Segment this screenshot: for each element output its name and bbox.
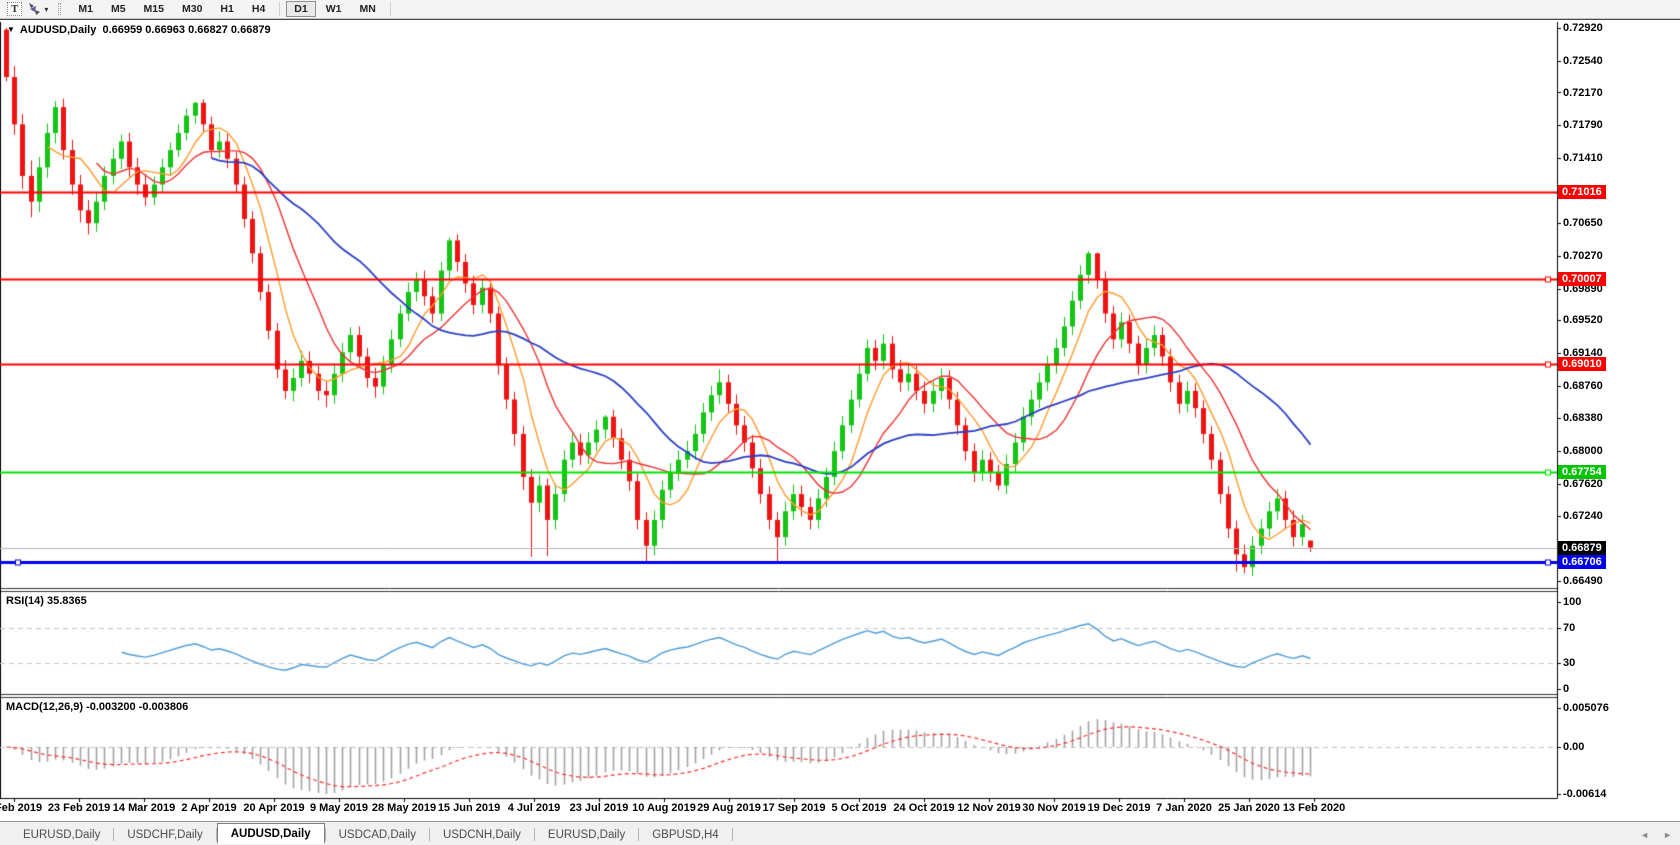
timeframe-button-mn[interactable]: MN: [359, 3, 376, 15]
price-axis-tick: 0.69140: [1563, 347, 1603, 360]
tab-divider: [533, 828, 535, 841]
chart-tab-usdcad-daily[interactable]: USDCAD,Daily: [338, 828, 416, 841]
price-axis-tick: 0.69890: [1563, 282, 1603, 295]
tab-divider: [113, 828, 115, 841]
toolbar-grip: [58, 3, 62, 15]
timeframe-button-d1[interactable]: D1: [286, 1, 316, 17]
toolbar-separator: [279, 2, 281, 16]
price-axis-tick: 0.72170: [1563, 86, 1603, 99]
price-line-badge[interactable]: 0.69010: [1558, 357, 1606, 372]
text-tool-icon: T: [7, 2, 23, 16]
price-axis-tick: 0.70270: [1563, 249, 1603, 262]
date-axis-label: 23 Jul 2019: [569, 802, 629, 814]
price-line-badge[interactable]: 0.66879: [1558, 540, 1606, 555]
price-axis-tick: 0.67240: [1563, 510, 1603, 523]
price-axis-tick: 0.66490: [1563, 574, 1603, 587]
text-tool-button[interactable]: T: [7, 2, 23, 16]
tab-divider: [731, 828, 733, 841]
top-toolbar: T ▾ M1 M5 M15 M30 H1 H4 D1 W1 MN: [0, 0, 1680, 19]
price-axis-tick: 0.72540: [1563, 54, 1603, 67]
price-line-badge[interactable]: 0.66706: [1558, 555, 1606, 570]
price-axis-tick: 0.70650: [1563, 217, 1603, 230]
chart-ohlc-values: 0.66959 0.66963 0.66827 0.66879: [102, 24, 271, 36]
date-axis-label: 15 Jun 2019: [437, 802, 501, 814]
chart-tab-bar: EURUSD,Daily USDCHF,Daily AUDUSD,Daily USDC…: [0, 821, 1680, 845]
macd-axis-tick: -0.00614: [1563, 788, 1607, 800]
price-axis-tick: 0.71790: [1563, 119, 1603, 132]
chart-window: ▼ AUDUSD,Daily 0.66959 0.66963 0.66827 0.…: [0, 19, 1680, 821]
chevron-down-icon: ▾: [44, 4, 49, 14]
price-line-badge[interactable]: 0.70007: [1558, 271, 1606, 286]
price-axis-tick: 0.68380: [1563, 412, 1603, 425]
macd-axis-tick: 0.005076: [1563, 702, 1609, 714]
rsi-axis-tick: 0: [1563, 683, 1570, 695]
rsi-axis-tick: 30: [1563, 656, 1576, 669]
date-axis-label: 10 Aug 2019: [632, 802, 696, 814]
toolbar-separator: [389, 2, 391, 16]
tab-divider: [638, 828, 640, 841]
chart-canvas[interactable]: [0, 20, 1680, 821]
date-axis-label: 29 Aug 2019: [697, 802, 761, 814]
price-axis-tick: 0.72920: [1563, 22, 1603, 34]
date-axis-label: 5 Oct 2019: [831, 802, 887, 814]
date-axis-label: 25 Jan 2020: [1218, 802, 1280, 814]
tab-divider: [428, 828, 430, 841]
rsi-indicator-label: RSI(14) 35.8365: [6, 595, 87, 607]
price-axis-tick: 0.68760: [1563, 379, 1603, 392]
date-axis-label: 17 Sep 2019: [762, 802, 826, 814]
chart-title: ▼ AUDUSD,Daily 0.66959 0.66963 0.66827 0.…: [7, 24, 271, 36]
chart-symbol-label: AUDUSD,Daily: [19, 24, 97, 36]
price-axis-tick: 0.68000: [1563, 445, 1603, 458]
date-axis-label: 9 May 2019: [309, 802, 369, 814]
price-axis-tick: 0.71410: [1563, 151, 1603, 164]
arrows-tool-icon: [29, 3, 41, 15]
macd-axis-tick: 0.00: [1563, 741, 1585, 753]
timeframe-button-m1[interactable]: M1: [78, 3, 93, 15]
date-axis-label: 23 Feb 2019: [47, 802, 111, 814]
rsi-axis-tick: 100: [1563, 596, 1582, 608]
macd-indicator-label: MACD(12,26,9) -0.003200 -0.003806: [6, 701, 189, 713]
chart-tab-usdchf-daily[interactable]: USDCHF,Daily: [127, 828, 203, 841]
timeframe-button-m30[interactable]: M30: [181, 3, 203, 15]
date-axis-label: 4 Jul 2019: [507, 802, 561, 814]
price-line-badge[interactable]: 0.67754: [1558, 465, 1606, 480]
date-axis-label: 14 Mar 2019: [112, 802, 176, 814]
timeframe-button-w1[interactable]: W1: [325, 3, 342, 15]
tab-divider: [215, 828, 217, 841]
price-axis-tick: 0.67620: [1563, 477, 1603, 490]
date-axis-label: 2 Apr 2019: [181, 802, 237, 814]
scroll-left-icon[interactable]: ◄: [1640, 829, 1650, 840]
date-axis-label: 24 Oct 2019: [893, 802, 955, 814]
tab-divider: [324, 828, 326, 841]
date-axis-label: 28 May 2019: [371, 802, 437, 814]
timeframe-button-h1[interactable]: H1: [220, 3, 234, 15]
chart-tab-usdcnh-daily[interactable]: USDCNH,Daily: [442, 828, 521, 841]
chart-tab-audusd-daily[interactable]: AUDUSD,Daily: [216, 823, 325, 844]
objects-dropdown-button[interactable]: ▾: [26, 2, 48, 16]
price-line-badge[interactable]: 0.71016: [1558, 184, 1606, 199]
date-axis-label: 12 Nov 2019: [957, 802, 1021, 814]
date-axis-label: 7 Jan 2020: [1156, 802, 1212, 814]
timeframe-button-m15[interactable]: M15: [143, 3, 164, 15]
date-axis-label: 19 Dec 2019: [1087, 802, 1151, 814]
date-axis-label: 30 Nov 2019: [1022, 802, 1086, 814]
timeframe-button-h4[interactable]: H4: [251, 3, 266, 15]
price-axis-tick: 0.69520: [1563, 314, 1603, 327]
timeframe-button-m5[interactable]: M5: [110, 3, 126, 15]
chart-tab-gbpusd-h4[interactable]: GBPUSD,H4: [652, 828, 719, 841]
date-axis-label: 20 Apr 2019: [243, 802, 305, 814]
date-axis-label: 5 Feb 2019: [0, 802, 43, 814]
chart-tab-eurusd-daily[interactable]: EURUSD,Daily: [547, 828, 626, 841]
date-axis-label: 13 Feb 2020: [1282, 802, 1346, 814]
collapse-chart-icon[interactable]: ▼: [7, 25, 15, 34]
chart-tab-eurusd-daily[interactable]: EURUSD,Daily: [23, 828, 101, 841]
rsi-axis-tick: 70: [1563, 622, 1576, 635]
scroll-right-icon[interactable]: ►: [1663, 829, 1672, 840]
tab-scroll-arrows: ◄ ►: [1640, 822, 1672, 845]
